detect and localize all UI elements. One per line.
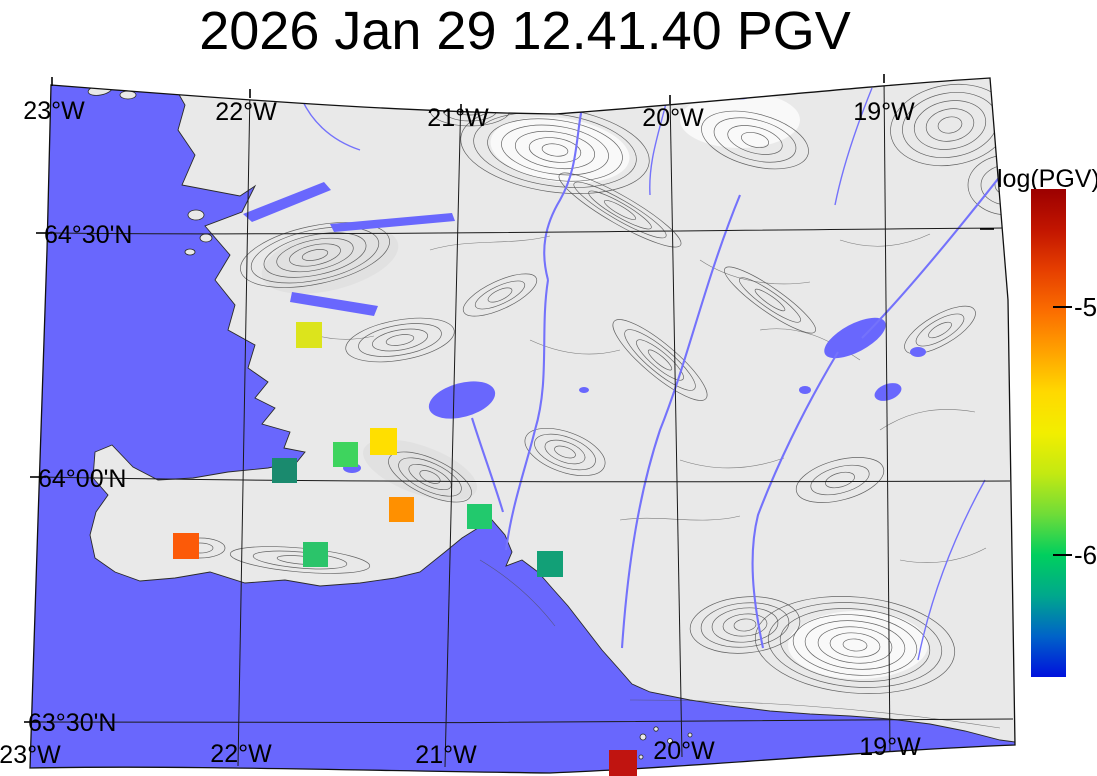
offshore-islands <box>638 726 693 760</box>
coordinate-labels: 23°W 22°W 21°W 20°W 19°W 23°W 22°W 21°W … <box>0 97 921 769</box>
grid-label-left-6430n: 64°30'N <box>44 221 132 249</box>
frame-ticks <box>24 74 994 723</box>
grid-label-top-19w: 19°W <box>853 98 915 126</box>
grid-label-top-23w: 23°W <box>23 97 85 125</box>
station-marker <box>370 428 397 455</box>
station-marker <box>296 322 322 348</box>
colorbar-ticks: -5 -6 <box>1053 292 1097 570</box>
colorbar-title: log(PGV) <box>997 165 1097 193</box>
grid-label-left-6330n: 63°30'N <box>28 709 116 737</box>
colorbar: log(PGV) -5 -6 <box>997 165 1097 677</box>
grid-label-bottom-22w: 22°W <box>210 740 272 768</box>
map-border <box>29 77 1016 774</box>
grid-label-top-21w: 21°W <box>427 104 489 132</box>
station-markers <box>173 322 637 776</box>
contour-lines <box>174 83 1015 729</box>
station-marker <box>272 458 297 483</box>
station-marker <box>609 750 637 776</box>
grid-label-top-22w: 22°W <box>215 98 277 126</box>
grid-label-bottom-23w: 23°W <box>0 741 61 769</box>
station-marker <box>173 533 199 559</box>
map-area <box>30 78 1015 773</box>
figure-title: 2026 Jan 29 12.41.40 PGV <box>199 1 851 61</box>
station-marker <box>333 442 358 467</box>
grid-label-top-20w: 20°W <box>642 104 704 132</box>
grid-label-left-6400n: 64°00'N <box>38 465 126 493</box>
colorbar-gradient <box>1031 189 1066 677</box>
grid-label-bottom-21w: 21°W <box>415 741 477 769</box>
station-marker <box>389 497 414 522</box>
station-marker <box>303 542 328 567</box>
colorbar-tick-label: -6 <box>1074 540 1097 570</box>
grid-label-bottom-19w: 19°W <box>859 733 921 761</box>
grid-label-bottom-20w: 20°W <box>653 737 715 765</box>
colorbar-tick-label: -5 <box>1074 292 1097 322</box>
graticule <box>30 78 1014 768</box>
station-marker <box>537 551 563 577</box>
station-marker <box>467 504 492 529</box>
